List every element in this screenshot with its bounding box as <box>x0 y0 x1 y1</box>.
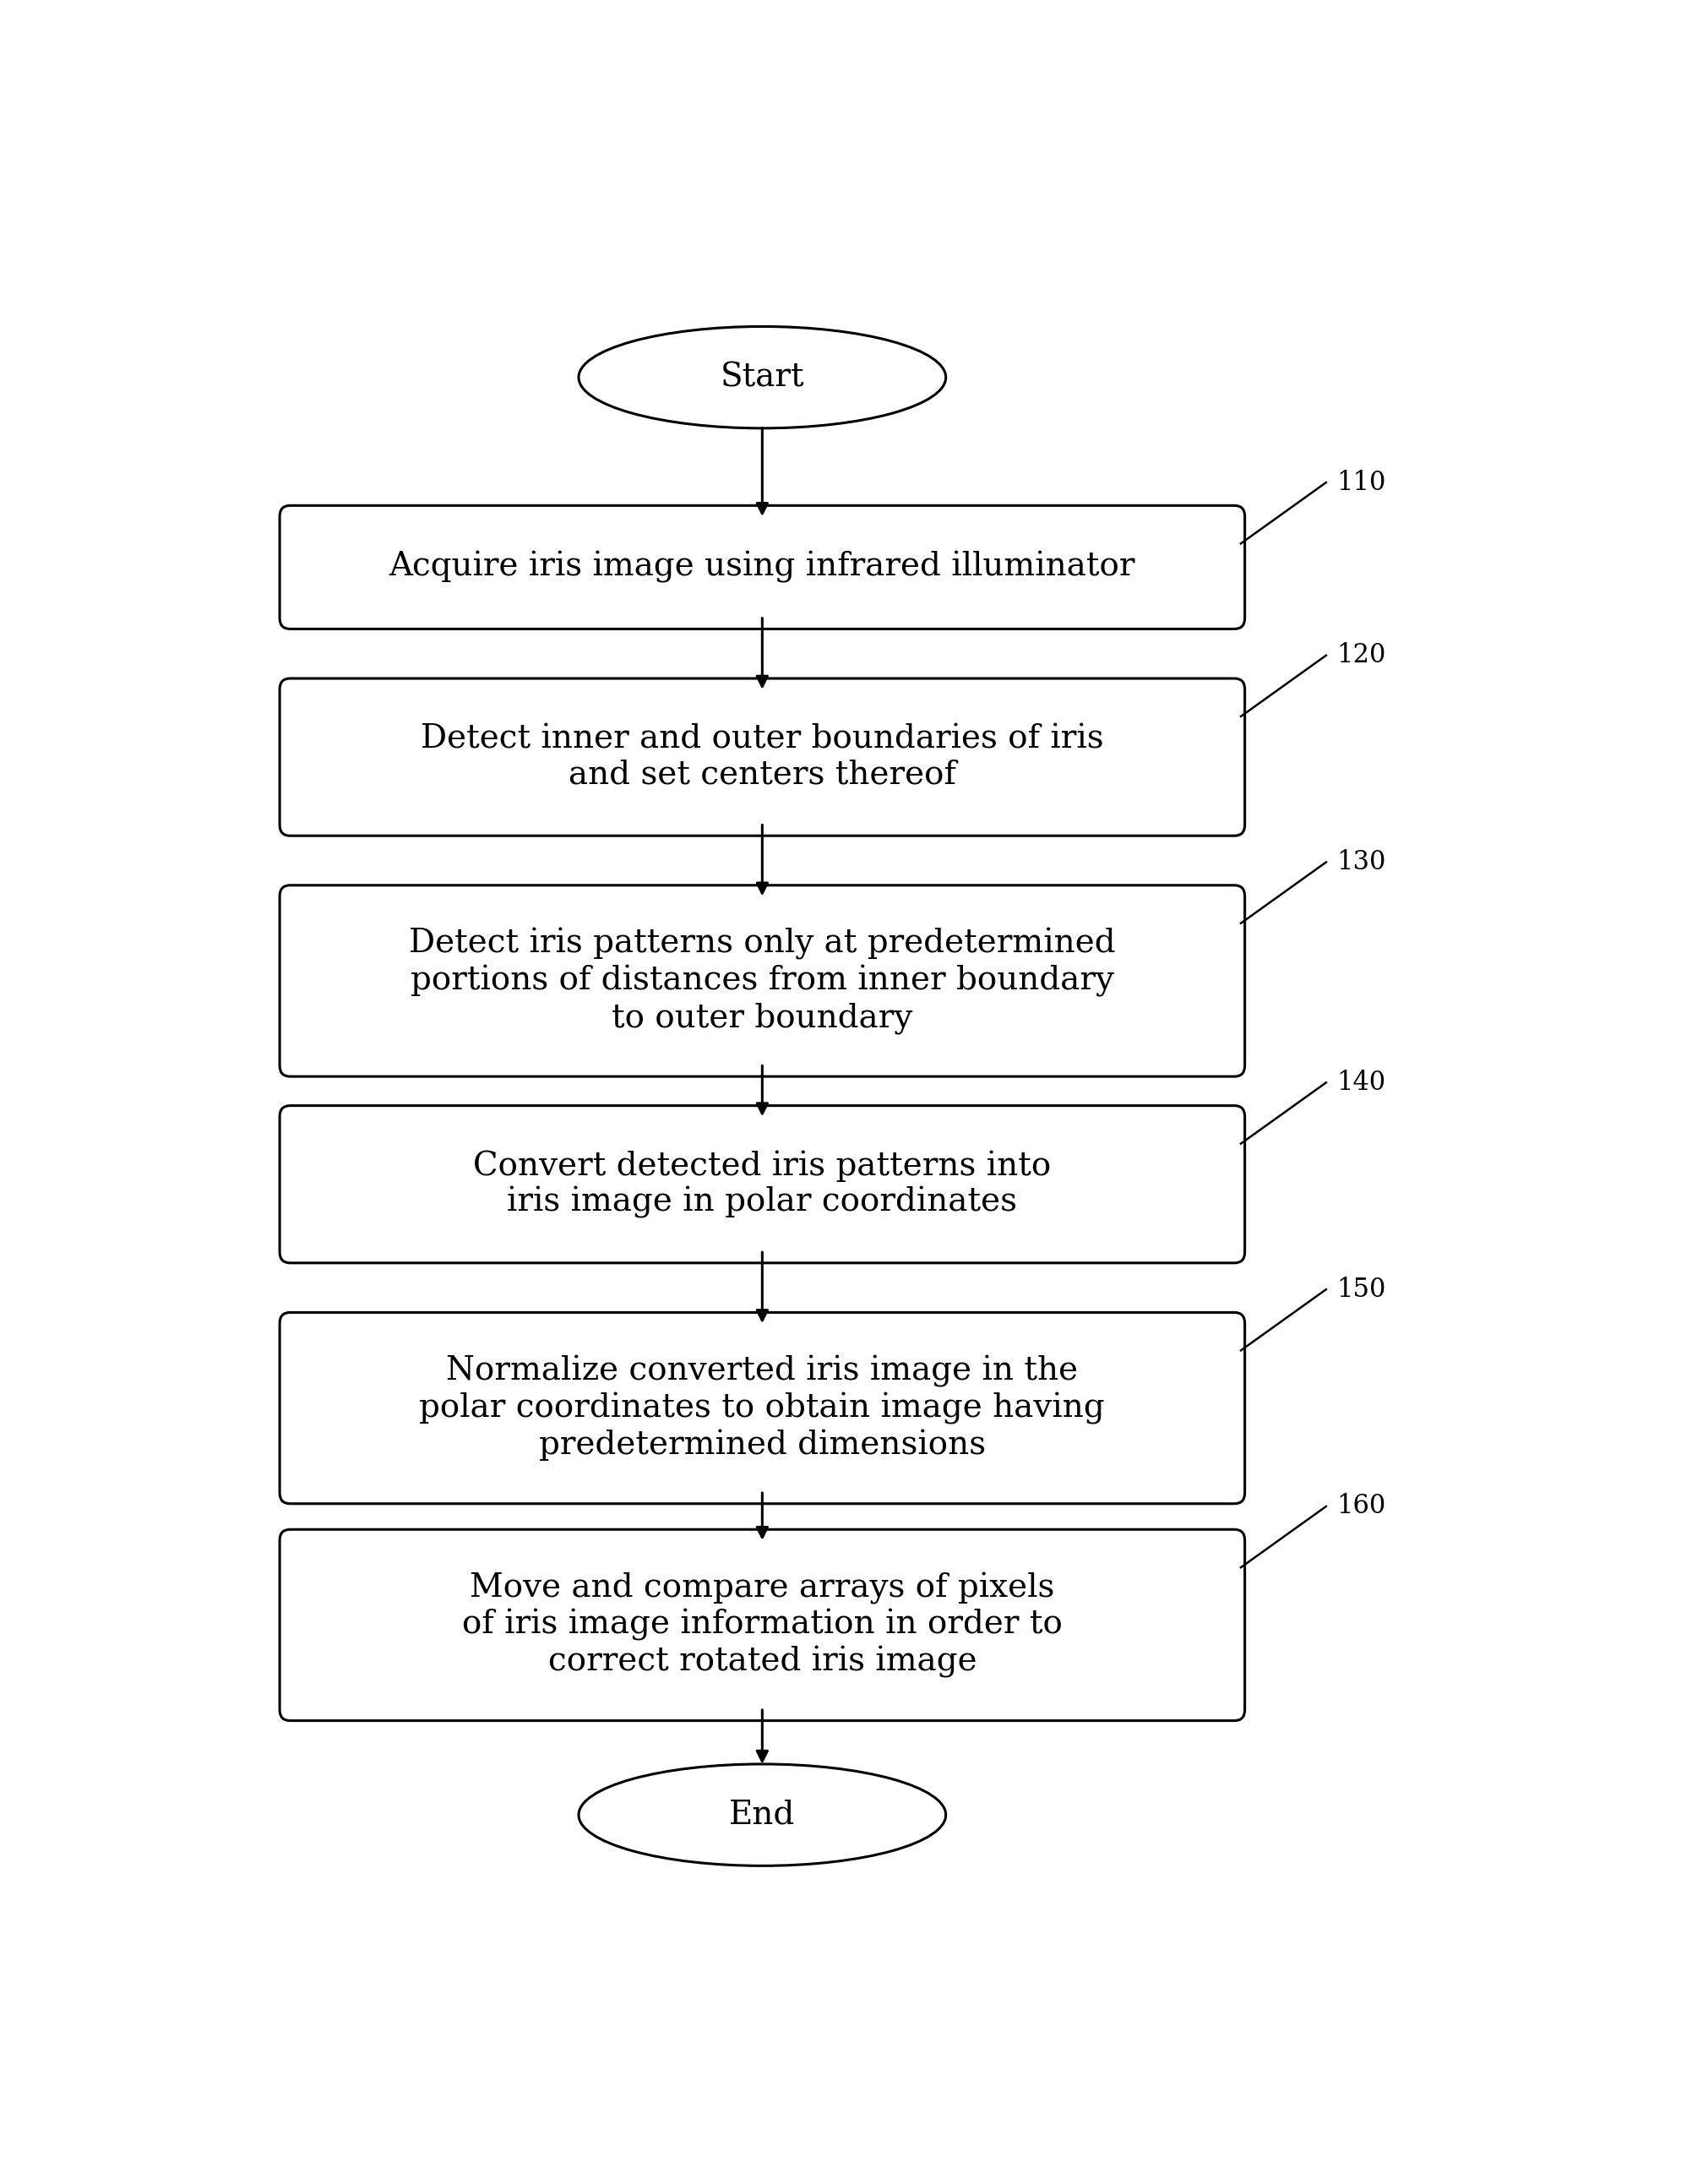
Text: Normalize converted iris image in the
polar coordinates to obtain image having
p: Normalize converted iris image in the po… <box>420 1354 1105 1461</box>
FancyBboxPatch shape <box>279 1529 1245 1721</box>
Ellipse shape <box>579 1765 946 1865</box>
Text: 140: 140 <box>1337 1070 1386 1096</box>
Text: Convert detected iris patterns into
iris image in polar coordinates: Convert detected iris patterns into iris… <box>474 1151 1051 1219</box>
FancyBboxPatch shape <box>279 1105 1245 1262</box>
Text: Move and compare arrays of pixels
of iris image information in order to
correct : Move and compare arrays of pixels of iri… <box>462 1572 1063 1677</box>
Text: 150: 150 <box>1337 1275 1386 1302</box>
Text: Start: Start <box>721 363 804 393</box>
Text: 130: 130 <box>1337 850 1386 876</box>
FancyBboxPatch shape <box>279 1313 1245 1503</box>
Text: 160: 160 <box>1337 1494 1386 1520</box>
Text: End: End <box>729 1800 795 1830</box>
FancyBboxPatch shape <box>279 679 1245 836</box>
FancyBboxPatch shape <box>279 505 1245 629</box>
Text: 110: 110 <box>1337 470 1386 496</box>
Text: Acquire iris image using infrared illuminator: Acquire iris image using infrared illumi… <box>389 550 1135 583</box>
Text: 120: 120 <box>1337 642 1386 668</box>
Text: Detect iris patterns only at predetermined
portions of distances from inner boun: Detect iris patterns only at predetermin… <box>409 928 1115 1033</box>
FancyBboxPatch shape <box>279 885 1245 1077</box>
Ellipse shape <box>579 325 946 428</box>
Text: Detect inner and outer boundaries of iris
and set centers thereof: Detect inner and outer boundaries of iri… <box>421 723 1103 791</box>
